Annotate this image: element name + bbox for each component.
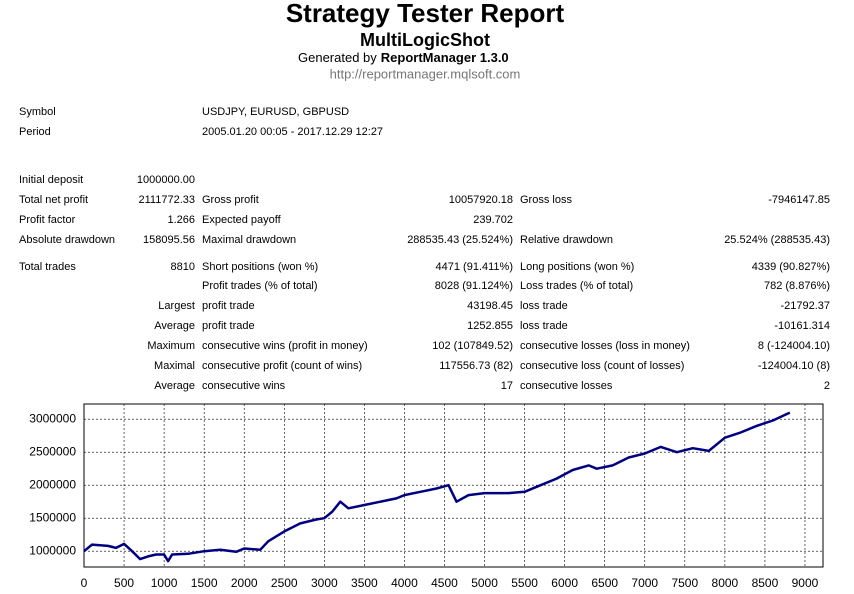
table-cell: Profit trades (% of total) (202, 280, 318, 292)
y-tick-label: 2000000 (29, 477, 76, 491)
table-cell: Expected payoff (202, 214, 282, 226)
table-cell: consecutive wins (profit in money) (202, 340, 368, 352)
plot-area (83, 403, 824, 568)
generator: ReportManager 1.3.0 (381, 50, 509, 65)
table-cell: 102 (107849.52) (432, 340, 513, 352)
table-cell: Symbol (19, 106, 56, 118)
y-tick-label: 2500000 (29, 444, 76, 458)
y-tick-label: 1500000 (29, 510, 76, 524)
table-cell: Period (19, 126, 51, 138)
table-cell: Maximal (154, 360, 195, 372)
table-cell: Absolute drawdown (19, 234, 115, 246)
table-cell: -7946147.85 (768, 194, 830, 206)
table-cell: 782 (8.876%) (764, 280, 830, 292)
x-tick-label: 9000 (792, 576, 819, 590)
report-subtitle: MultiLogicShot (360, 30, 490, 50)
table-cell: Long positions (won %) (520, 261, 634, 273)
table-cell: 8810 (171, 261, 195, 273)
table-cell: 10057920.18 (449, 194, 513, 206)
table-cell: Maximal drawdown (202, 234, 296, 246)
table-cell: loss trade (520, 320, 568, 332)
x-tick-label: 5000 (471, 576, 498, 590)
table-cell: 2 (824, 380, 830, 392)
x-tick-label: 6500 (591, 576, 618, 590)
stats-table: Symbol USDJPY, EURUSD, GBPUSD Period 2005.0… (19, 106, 830, 392)
x-tick-label: 2500 (271, 576, 298, 590)
table-cell: -10161.314 (774, 320, 830, 332)
table-cell: Largest (158, 300, 195, 312)
table-cell: 2111772.33 (139, 194, 195, 206)
table-cell: Profit factor (19, 214, 76, 226)
table-cell: Total trades (19, 261, 76, 273)
table-cell: profit trade (202, 300, 255, 312)
x-tick-label: 500 (114, 576, 134, 590)
x-tick-label: 1500 (191, 576, 218, 590)
x-tick-label: 3500 (351, 576, 378, 590)
table-cell: 8028 (91.124%) (435, 280, 513, 292)
table-cell: Total net profit (19, 194, 88, 206)
table-cell: 1.266 (167, 214, 195, 226)
table-cell: 1252.855 (467, 320, 513, 332)
table-cell: consecutive profit (count of wins) (202, 360, 362, 372)
table-cell: 2005.01.20 00:05 - 2017.12.29 12:27 (202, 126, 383, 138)
table-cell: 8 (-124004.10) (758, 340, 830, 352)
equity-chart: 0 500 1000 1500 2000 2500 3000 3500 4000 4500 5000… (29, 403, 824, 590)
x-tick-label: 0 (81, 576, 88, 590)
table-cell: profit trade (202, 320, 255, 332)
table-cell: Relative drawdown (520, 234, 613, 246)
table-cell: 239.702 (473, 214, 513, 226)
x-tick-label: 8500 (752, 576, 779, 590)
x-tick-label: 4000 (391, 576, 418, 590)
table-cell: loss trade (520, 300, 568, 312)
x-tick-label: 6000 (551, 576, 578, 590)
table-cell: 17 (501, 380, 513, 392)
table-cell: -124004.10 (8) (758, 360, 830, 372)
table-cell: -21792.37 (780, 300, 830, 312)
table-cell: 4471 (91.411%) (436, 261, 513, 273)
report-url: http://reportmanager.mqlsoft.com (330, 66, 521, 81)
table-cell: Short positions (won %) (202, 261, 318, 273)
table-cell: consecutive wins (202, 380, 286, 392)
table-cell: consecutive loss (count of losses) (520, 360, 684, 372)
x-tick-label: 2000 (231, 576, 258, 590)
table-cell: 43198.45 (467, 300, 513, 312)
x-tick-label: 4500 (431, 576, 458, 590)
table-cell: consecutive losses (loss in money) (520, 340, 690, 352)
y-tick-label: 3000000 (29, 411, 76, 425)
table-cell: 288535.43 (25.524%) (407, 234, 513, 246)
generated-line: Generated by ReportManager 1.3.0 (298, 50, 509, 65)
table-cell: 25.524% (288535.43) (724, 234, 830, 246)
report-title: Strategy Tester Report (286, 0, 565, 28)
table-cell: consecutive losses (520, 380, 613, 392)
x-tick-label: 1000 (151, 576, 178, 590)
table-cell: Gross profit (202, 194, 259, 206)
table-cell: 117556.73 (82) (439, 360, 513, 372)
table-cell: Gross loss (520, 194, 572, 206)
table-cell: Loss trades (% of total) (520, 280, 633, 292)
table-cell: 1000000.00 (137, 174, 195, 186)
table-cell: Maximum (147, 340, 195, 352)
x-tick-label: 7500 (671, 576, 698, 590)
generated-prefix: Generated by (298, 50, 377, 65)
table-cell: USDJPY, EURUSD, GBPUSD (202, 106, 349, 118)
x-tick-label: 3000 (311, 576, 338, 590)
table-cell: 4339 (90.827%) (752, 261, 830, 273)
equity-line (83, 411, 791, 563)
table-cell: Average (154, 320, 195, 332)
table-cell: 158095.56 (143, 234, 195, 246)
x-tick-label: 7000 (631, 576, 658, 590)
x-tick-label: 5500 (511, 576, 538, 590)
table-cell: Initial deposit (19, 174, 83, 186)
table-cell: Average (154, 380, 195, 392)
y-tick-label: 1000000 (29, 543, 76, 557)
x-tick-label: 8000 (712, 576, 739, 590)
